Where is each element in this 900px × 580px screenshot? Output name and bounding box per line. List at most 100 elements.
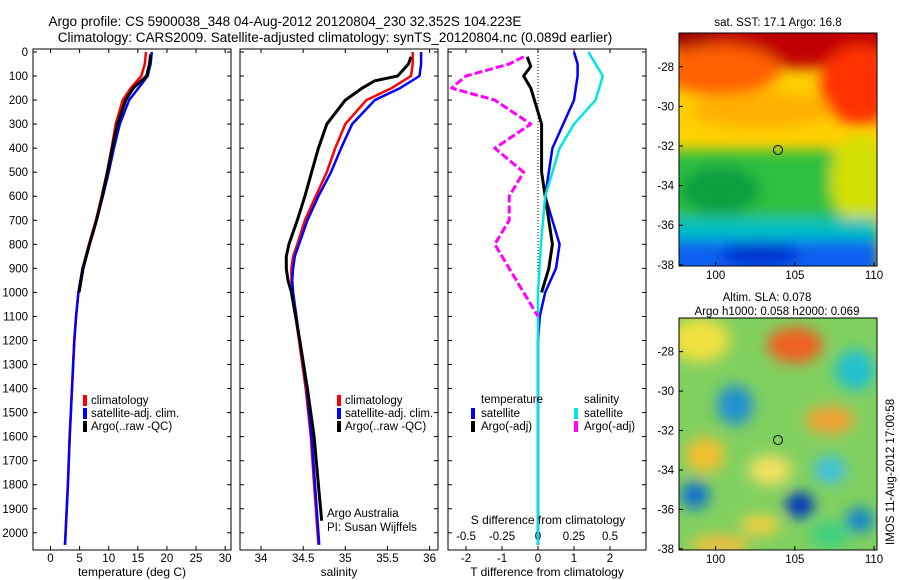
series-line-salinity-satellite xyxy=(536,51,605,545)
map-y-tick-label: -32 xyxy=(657,426,674,438)
depth-tick-label: 1000 xyxy=(2,287,28,299)
legend-label-s-satellite: satellite xyxy=(584,408,623,420)
top-x-tick-label: 0.5 xyxy=(602,531,618,543)
sla-map xyxy=(679,318,877,550)
sst-map-ticks: -28 -30 -32 -34 -36 -38 100 105 110 xyxy=(657,62,883,282)
x-tick-label: 35.5 xyxy=(376,553,398,565)
top-x-tick-label: -0.25 xyxy=(489,531,515,543)
legend-label-satellite: satellite-adj. clim. xyxy=(91,408,179,420)
difference-top-xlabel: S difference from climatology xyxy=(471,513,626,527)
salinity-legend: climatology satellite-adj. clim. Argo(..… xyxy=(327,395,433,534)
map-x-tick-label: 100 xyxy=(706,270,725,282)
legend-label-t-satellite: satellite xyxy=(481,408,520,420)
depth-axis-ticks: 0 100 200 300 400 500 600 700 800 900 1000 1100 1200… xyxy=(2,47,646,540)
depth-tick-label: 1600 xyxy=(2,432,28,444)
x-tick-label: 15 xyxy=(131,553,144,565)
x-tick-label: 10 xyxy=(102,553,115,565)
difference-xlabel: T difference from climatology xyxy=(470,565,624,579)
temperature-xlabel: temperature (deg C) xyxy=(78,565,186,579)
legend-swatch-climatology xyxy=(83,395,87,406)
sst-map xyxy=(679,33,877,266)
sst-map-title: sat. SST: 17.1 Argo: 16.8 xyxy=(714,17,841,29)
x-tick-label: 30 xyxy=(219,553,232,565)
x-tick-label: 0 xyxy=(47,553,53,565)
argo-location-marker xyxy=(773,145,783,155)
x-tick-label: -2 xyxy=(461,553,471,565)
depth-tick-label: 1300 xyxy=(2,360,28,372)
map-x-tick-label: 110 xyxy=(865,554,883,566)
legend-title-salinity: salinity xyxy=(584,394,619,406)
map-y-tick-label: -28 xyxy=(657,62,674,74)
legend-label-argo: Argo(..raw -QC) xyxy=(345,421,426,433)
legend-swatch-climatology xyxy=(337,395,341,406)
legend-label-climatology: climatology xyxy=(91,395,149,407)
salinity-xlabel: salinity xyxy=(321,565,358,579)
depth-tick-label: 500 xyxy=(9,167,28,179)
series-line-temperature-argo-adj- xyxy=(522,56,554,293)
series-line-argo-raw-qc- xyxy=(77,54,153,293)
legend-swatch-satellite xyxy=(337,408,341,419)
difference-legend: temperature salinity satellite Argo(-adj… xyxy=(471,394,635,433)
depth-tick-label: 1500 xyxy=(2,408,28,420)
difference-plot: -2 -1 0 1 2-0.5 -0.25 0 0.25 0.5 xyxy=(450,49,618,565)
depth-tick-label: 800 xyxy=(9,239,28,251)
x-tick-label: 20 xyxy=(161,553,174,565)
depth-tick-label: 700 xyxy=(9,215,28,227)
legend-swatch-t-satellite xyxy=(471,408,475,419)
salinity-plot-frame xyxy=(239,48,439,551)
x-tick-label: 36 xyxy=(423,553,436,565)
depth-tick-label: 400 xyxy=(9,143,28,155)
legend-swatch-s-satellite xyxy=(574,408,578,419)
map-x-tick-label: 100 xyxy=(706,554,725,566)
x-tick-label: 0 xyxy=(535,553,541,565)
map-y-tick-label: -34 xyxy=(657,465,674,477)
legend-swatch-argo xyxy=(337,421,341,432)
map-x-tick-label: 105 xyxy=(785,270,804,282)
map-y-tick-label: -36 xyxy=(657,504,674,516)
x-tick-label: 34.5 xyxy=(292,553,314,565)
depth-tick-label: 1400 xyxy=(2,384,28,396)
depth-tick-label: 1900 xyxy=(2,504,28,516)
map-y-tick-label: -32 xyxy=(657,141,674,153)
legend-title-temperature: temperature xyxy=(481,394,543,406)
figure-title-line2: Climatology: CARS2009. Satellite-adjuste… xyxy=(57,30,613,45)
depth-tick-label: 100 xyxy=(9,71,28,83)
depth-tick-label: 1200 xyxy=(2,335,28,347)
map-y-tick-label: -34 xyxy=(657,181,674,193)
temperature-plot-frame xyxy=(32,48,232,551)
legend-label-t-argo: Argo(-adj) xyxy=(481,421,532,433)
x-tick-label: -1 xyxy=(497,553,507,565)
map-y-tick-label: -36 xyxy=(657,220,674,232)
x-tick-label: 35 xyxy=(339,553,352,565)
depth-tick-label: 0 xyxy=(22,47,28,59)
depth-tick-label: 1100 xyxy=(3,311,28,323)
x-tick-label: 5 xyxy=(76,553,82,565)
depth-tick-label: 1800 xyxy=(2,480,28,492)
x-tick-label: 1 xyxy=(571,553,577,565)
series-line-argo-raw-qc- xyxy=(284,56,413,521)
legend-label-argo: Argo(..raw -QC) xyxy=(91,421,172,433)
depth-tick-label: 200 xyxy=(9,95,28,107)
legend-label-climatology: climatology xyxy=(345,395,403,407)
map-x-tick-label: 105 xyxy=(785,554,804,566)
sla-map-ticks: -28 -30 -32 -34 -36 -38 100 105 110 xyxy=(657,347,883,566)
x-tick-label: 2 xyxy=(607,553,613,565)
argo-australia-annotation: Argo Australia xyxy=(327,508,399,520)
legend-swatch-s-argo xyxy=(574,421,578,432)
difference-plot-frame xyxy=(447,48,647,551)
imos-timestamp: IMOS 11-Aug-2012 17:00:58 xyxy=(885,399,897,545)
figure-title-line1: Argo profile: CS 5900038_348 04-Aug-2012… xyxy=(48,14,522,29)
depth-tick-label: 1700 xyxy=(2,456,28,468)
map-x-tick-label: 110 xyxy=(865,270,883,282)
depth-tick-label: 2000 xyxy=(2,528,28,540)
temperature-plot: 0 5 10 15 20 25 30 xyxy=(47,49,232,565)
legend-label-satellite: satellite-adj. clim. xyxy=(345,408,433,420)
map-y-tick-label: -38 xyxy=(657,544,674,556)
top-x-tick-label: 0.25 xyxy=(563,531,585,543)
x-tick-label: 25 xyxy=(190,553,203,565)
top-x-tick-label: -0.5 xyxy=(456,531,476,543)
map-y-tick-label: -28 xyxy=(657,347,674,359)
depth-tick-label: 300 xyxy=(9,119,28,131)
legend-swatch-satellite xyxy=(83,408,87,419)
